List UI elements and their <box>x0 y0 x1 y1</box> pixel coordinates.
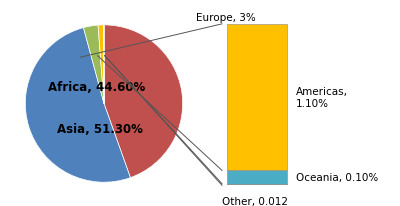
Wedge shape <box>25 28 130 182</box>
Text: Europe, 3%: Europe, 3% <box>196 13 256 23</box>
Wedge shape <box>104 26 183 178</box>
Bar <box>227 184 287 185</box>
Bar <box>227 171 287 184</box>
Wedge shape <box>98 26 104 104</box>
Bar <box>227 25 287 171</box>
Text: Oceania, 0.10%: Oceania, 0.10% <box>296 172 378 182</box>
Text: Other, 0.012: Other, 0.012 <box>222 196 288 206</box>
Text: Africa, 44.60%: Africa, 44.60% <box>48 80 145 93</box>
Text: Asia, 51.30%: Asia, 51.30% <box>57 123 143 136</box>
Wedge shape <box>84 26 104 104</box>
Text: Americas,
1.10%: Americas, 1.10% <box>296 87 348 108</box>
